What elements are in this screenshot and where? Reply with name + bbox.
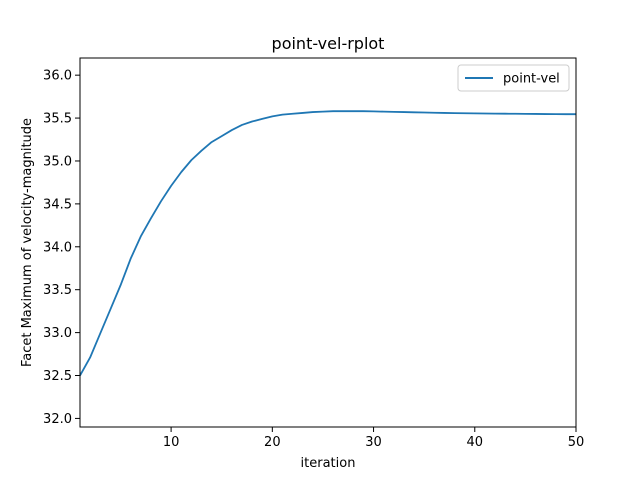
y-tick-label: 33.5 — [43, 283, 72, 298]
y-axis: 32.0 32.5 33.0 33.5 34.0 34.5 35.0 35.5 36.0 — [43, 69, 80, 427]
x-tick-label: 50 — [568, 435, 585, 450]
axes-frame — [79, 57, 577, 428]
y-tick-label: 36.0 — [43, 69, 72, 84]
legend-box — [457, 64, 570, 92]
y-tick-label: 34.0 — [43, 240, 72, 255]
axes-background — [80, 58, 576, 427]
legend: point-vel — [457, 64, 570, 92]
y-tick-label: 34.5 — [43, 197, 72, 212]
y-axis-label: Facet Maximum of velocity-magnitude — [20, 118, 35, 367]
y-tick-label: 35.0 — [43, 154, 72, 169]
x-tick-label: 30 — [365, 435, 382, 450]
x-axis-label: iteration — [301, 456, 356, 471]
plot-area — [80, 58, 576, 427]
y-tick-label: 33.0 — [43, 326, 72, 341]
x-axis: 10 20 30 40 50 — [163, 427, 584, 450]
chart-title: point-vel-rplot — [272, 34, 385, 53]
series-layer — [79, 110, 576, 376]
x-tick-label: 40 — [467, 435, 484, 450]
y-tick-label: 32.5 — [43, 369, 72, 384]
series-line-point-vel — [79, 110, 576, 376]
y-tick-label: 35.5 — [43, 112, 72, 127]
x-tick-label: 10 — [163, 435, 180, 450]
legend-label: point-vel — [503, 72, 560, 87]
y-tick-label: 32.0 — [43, 412, 72, 427]
x-tick-label: 20 — [264, 435, 281, 450]
